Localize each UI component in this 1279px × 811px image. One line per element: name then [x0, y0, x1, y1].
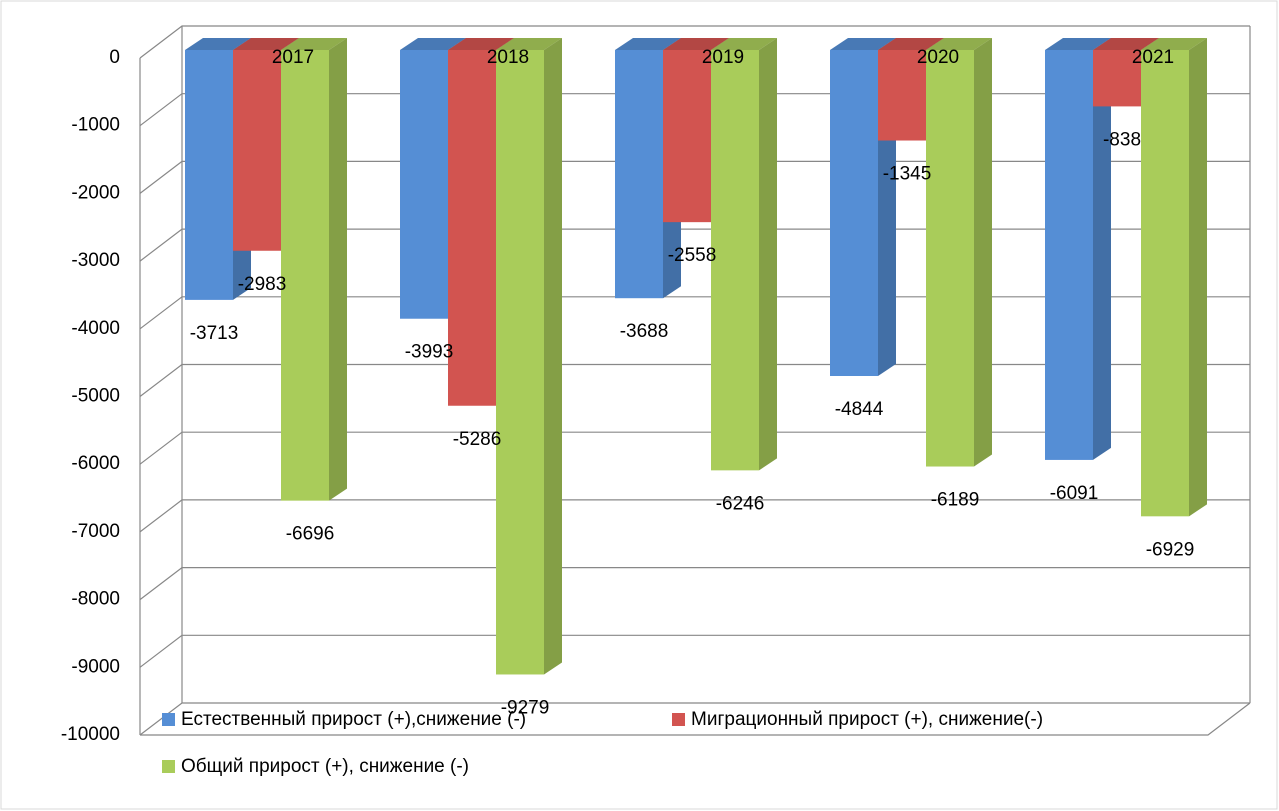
bar-face: [329, 38, 347, 501]
bar-face: [711, 38, 777, 50]
legend-swatch: [672, 713, 685, 726]
bar-face: [544, 38, 562, 675]
legend-swatch: [162, 713, 175, 726]
y-tick-label: -7000: [71, 521, 120, 542]
y-tick-label: -5000: [71, 386, 120, 407]
grid-line: [139, 566, 1250, 601]
bar: [281, 38, 347, 501]
grid-line: [139, 634, 1250, 668]
bar-face: [496, 50, 544, 675]
y-tick-label: -4000: [71, 318, 120, 339]
x-tick-label: 2019: [702, 47, 744, 68]
x-tick-label: 2020: [917, 47, 959, 68]
y-tick-label: -8000: [71, 589, 120, 610]
bar-face: [281, 50, 329, 501]
bar-face: [185, 50, 233, 300]
bar-face: [1141, 50, 1189, 517]
data-label: -4844: [835, 399, 884, 420]
bar-face: [974, 38, 992, 467]
bar-face: [1093, 38, 1111, 460]
bar-face: [496, 38, 562, 50]
bar-face: [1093, 38, 1159, 50]
data-label: -1345: [883, 164, 932, 185]
grid-line: [139, 702, 1250, 736]
bar-face: [448, 38, 514, 50]
bar-face: [448, 50, 496, 406]
data-label: -2983: [238, 274, 287, 295]
data-label: -3993: [405, 342, 454, 363]
y-tick-label: -6000: [71, 453, 120, 474]
data-label: -2558: [668, 245, 717, 266]
grid-line: [139, 25, 1250, 59]
bar-face: [663, 38, 729, 50]
bar-face: [1093, 50, 1141, 107]
grid-line: [139, 499, 1250, 533]
bar-face: [1141, 38, 1207, 50]
bar-face: [878, 38, 944, 50]
legend-label: Миграционный прирост (+), снижение(-): [691, 709, 1043, 730]
y-tick-label: 0: [109, 47, 120, 68]
data-label: -838: [1103, 129, 1141, 150]
bar-face: [1189, 38, 1207, 517]
bar-face: [663, 50, 711, 223]
bar-face: [1045, 38, 1111, 50]
x-tick-label: 2018: [487, 47, 529, 68]
bar-face: [926, 50, 974, 467]
data-label: -5286: [453, 429, 502, 450]
bar-face: [615, 38, 681, 50]
bar: [1141, 38, 1207, 517]
bar: [711, 38, 777, 471]
bar-face: [400, 50, 448, 319]
bar-face: [759, 38, 777, 471]
data-label: -3688: [620, 321, 669, 342]
data-label: -6189: [931, 490, 980, 511]
bar-face: [615, 50, 663, 299]
y-tick-label: -1000: [71, 115, 120, 136]
legend-label: Естественный прирост (+),снижение (-): [181, 709, 526, 730]
data-label: -6246: [716, 493, 765, 514]
data-label: -6696: [286, 524, 335, 545]
bar-face: [1045, 50, 1093, 460]
bar-face: [711, 50, 759, 471]
bar-face: [185, 38, 251, 50]
bar: [1045, 38, 1111, 460]
legend-label: Общий прирост (+), снижение (-): [181, 756, 469, 777]
floor-edge: [140, 702, 1251, 736]
bar-face: [830, 50, 878, 377]
data-label: -9279: [501, 697, 550, 718]
bar: [926, 38, 992, 467]
data-label: -6929: [1146, 539, 1195, 560]
x-tick-label: 2017: [272, 47, 314, 68]
legend-swatch: [162, 760, 175, 773]
data-label: -3713: [190, 323, 239, 344]
bar: [1093, 38, 1159, 107]
bar-face: [233, 50, 281, 251]
bar-face: [281, 38, 347, 50]
y-tick-label: -3000: [71, 250, 120, 271]
bar-face: [233, 38, 299, 50]
y-tick-label: -2000: [71, 182, 120, 203]
grid-line: [139, 431, 1250, 465]
data-label: -6091: [1050, 483, 1099, 504]
bar-face: [926, 38, 992, 50]
x-tick-label: 2021: [1132, 47, 1174, 68]
y-tick-label: -9000: [71, 656, 120, 677]
bar-face: [400, 38, 466, 50]
bar: [496, 38, 562, 675]
y-tick-label: -10000: [61, 724, 120, 745]
bar-face: [830, 38, 896, 50]
bar-face: [878, 50, 926, 141]
